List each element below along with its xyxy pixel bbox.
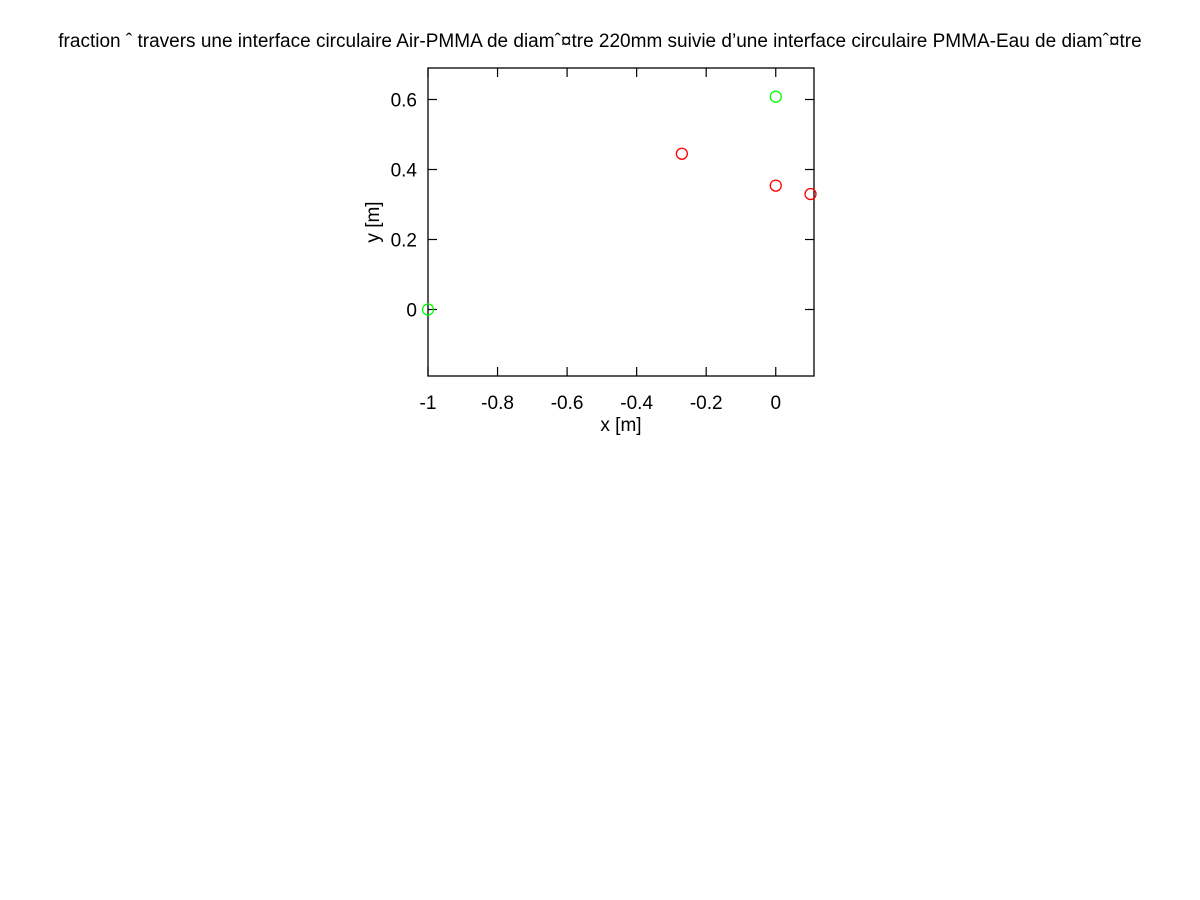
y-tick-label: 0.2	[391, 231, 417, 252]
x-tick-labels: -1 -0.8 -0.6 -0.4 -0.2 0	[420, 393, 781, 414]
y-axis-label: y [m]	[363, 201, 384, 242]
y-tick-label: 0.4	[391, 161, 418, 182]
data-point	[804, 187, 817, 201]
y-tick-label: 0.6	[391, 91, 417, 112]
data-point	[769, 179, 782, 192]
x-axis-label: x [m]	[600, 415, 641, 436]
x-tick-label: -0.8	[481, 393, 514, 414]
x-tick-label: -1	[420, 393, 437, 414]
x-tick-label: -0.6	[551, 393, 584, 414]
x-tick-label: -0.4	[620, 393, 653, 414]
chart-title: fraction ˆ travers une interface circula…	[58, 31, 1141, 52]
x-tick-label: -0.2	[690, 393, 723, 414]
data-point	[675, 147, 689, 160]
plot-frame	[427, 67, 815, 377]
data-point	[421, 303, 435, 316]
y-tick-labels: 0 0.2 0.4 0.6	[391, 91, 418, 322]
tick-marks	[427, 68, 814, 376]
x-tick-label: 0	[770, 393, 781, 414]
data-point	[769, 90, 782, 103]
y-tick-label: 0	[406, 301, 417, 322]
data-points	[421, 90, 817, 316]
